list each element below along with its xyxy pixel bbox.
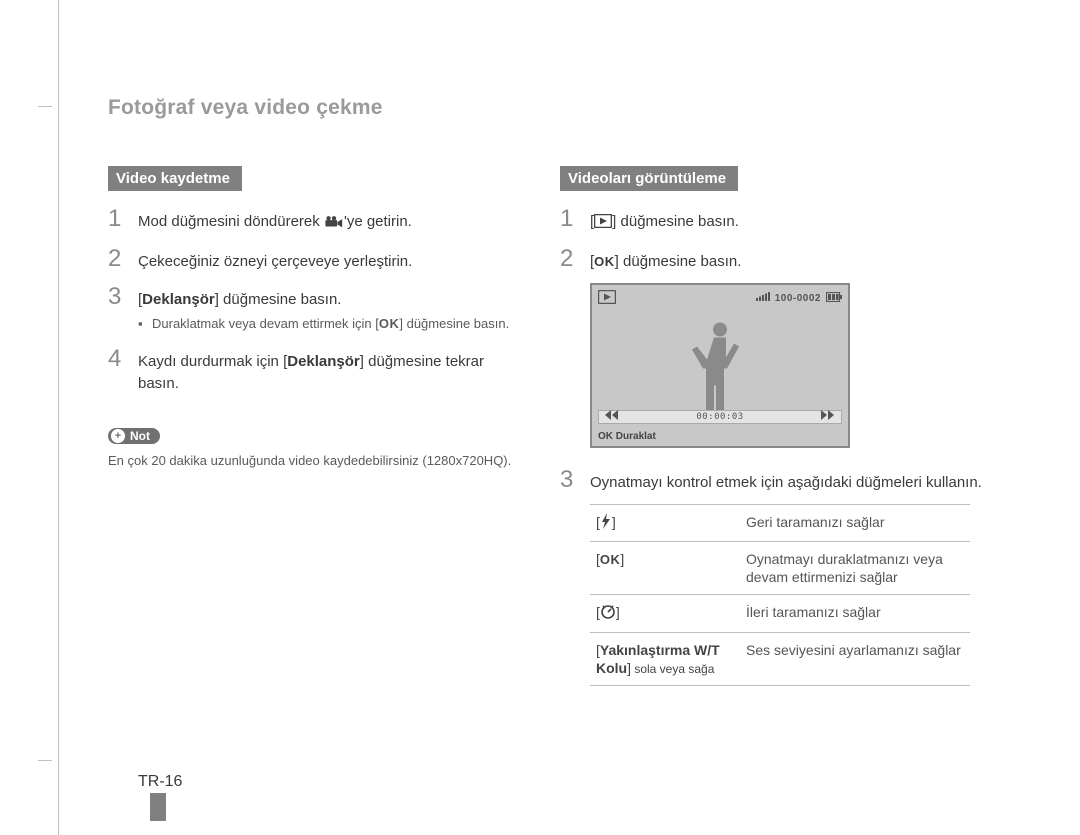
step-1-r-post: düğmesine basın. [616,213,739,230]
table-key: [Yakınlaştırma W/T Kolu] sola veya sağa [590,633,740,686]
note-label: Not [130,429,150,443]
step-3-sub: ▪ Duraklatmak veya devam ettirmek için [… [138,315,528,333]
ok-label: OK [598,431,613,442]
table-key: [ ] [590,595,740,631]
section-heading-playback: Videoları görüntüleme [560,166,738,191]
lcd-transport-bar: 00:00:03 [598,410,842,424]
zoom-lever-label: Yakınlaştırma W/T [600,642,720,658]
fast-forward-icon [821,410,835,423]
controls-table: [ ] Geri taramanızı sağlar [OK] Oynatmay… [590,504,970,687]
step-text: Kaydı durdurmak için [Deklanşör] düğmesi… [138,351,528,395]
step-1: 1 Mod düğmesini döndürerek 'ye getirin. [108,205,528,235]
step-text: Mod düğmesini döndürerek 'ye getirin. [138,211,528,235]
step-number: 1 [108,205,138,233]
table-row: [ ] Geri taramanızı sağlar [590,505,970,542]
lcd-topbar: 100-0002 [598,290,842,307]
table-key: [OK] [590,542,740,594]
table-val: Geri taramanızı sağlar [740,505,970,541]
zoom-lever-label2: Kolu [596,660,627,676]
crop-mark-bottom [38,760,52,761]
step-2: 2 Çekeceğiniz özneyi çerçeveye yerleştir… [108,245,528,273]
step-number: 4 [108,345,138,373]
left-column: Video kaydetme 1 Mod düğmesini döndürere… [108,166,528,471]
step-4: 4 Kaydı durdurmak için [Deklanşör] düğme… [108,345,528,395]
sub-post: ] düğmesine basın. [399,316,509,331]
ok-label: OK [600,552,621,569]
table-val: İleri taramanızı sağlar [740,595,970,631]
step-2-r-post: ] düğmesine basın. [615,253,742,270]
footer-tab-icon [150,793,166,821]
lcd-caption: OK Duraklat [598,431,656,442]
table-val: Oynatmayı duraklatmanızı veya devam etti… [740,542,970,594]
step-1-post: 'ye getirin. [344,213,412,230]
pause-label: Duraklat [616,431,656,442]
ok-label: OK [379,315,400,333]
note-badge: + Not [108,428,160,444]
page-title: Fotoğraf veya video çekme [108,96,383,120]
step-text: [Deklanşör] düğmesine basın. [138,289,528,311]
step-text: Oynatmayı kontrol etmek için aşağıdaki d… [590,472,990,494]
note-text: En çok 20 dakika uzunluğunda video kayde… [108,452,528,470]
step-number: 1 [560,205,590,233]
table-row: [OK] Oynatmayı duraklatmanızı veya devam… [590,542,970,595]
ok-label: OK [594,253,615,272]
step-number: 3 [108,283,138,311]
table-row: [ ] İleri taramanızı sağlar [590,595,970,632]
self-timer-icon [600,603,616,623]
table-key: [ ] [590,505,740,541]
step-number: 2 [560,245,590,273]
zoom-lever-dir: sola veya sağa [631,662,714,676]
flash-icon [600,513,612,533]
shutter-label: Deklanşör [142,291,215,308]
time-code: 00:00:03 [696,412,743,422]
playback-icon [598,290,616,307]
step-3-rest: düğmesine basın. [219,291,342,308]
step-number: 2 [108,245,138,273]
table-val: Ses seviyesini ayarlamanızı sağlar [740,633,970,686]
video-mode-icon [324,213,344,235]
step-4-pre: Kaydı durdurmak için [ [138,353,287,370]
table-row: [Yakınlaştırma W/T Kolu] sola veya sağa … [590,633,970,687]
signal-icon [756,292,770,304]
file-number: 100-0002 [775,293,821,304]
section-heading-record: Video kaydetme [108,166,242,191]
battery-icon [826,292,842,305]
step-text: [ ] düğmesine basın. [590,211,990,235]
lcd-screen: 100-0002 [590,283,850,448]
shutter-label: Deklanşör [287,353,360,370]
page-number: TR-16 [138,773,182,791]
binding-guide-line [58,0,59,835]
sub-text: Duraklatmak veya devam ettirmek için [OK… [152,315,509,333]
step-1-pre: Mod düğmesini döndürerek [138,213,324,230]
step-text: [OK] düğmesine basın. [590,251,990,273]
step-2: 2 [OK] düğmesine basın. [560,245,990,273]
silhouette-figure [685,316,755,421]
right-column: Videoları görüntüleme 1 [ ] düğmesine ba… [560,166,990,686]
step-text: Çekeceğiniz özneyi çerçeveye yerleştirin… [138,251,528,273]
manual-page: Fotoğraf veya video çekme Video kaydetme… [0,0,1080,835]
playback-icon [594,213,612,235]
step-3: 3 [Deklanşör] düğmesine basın. [108,283,528,311]
step-number: 3 [560,466,590,494]
rewind-icon [605,410,619,423]
lcd-preview: 100-0002 [590,283,850,448]
step-3: 3 Oynatmayı kontrol etmek için aşağıdaki… [560,466,990,494]
bullet-dot-icon: ▪ [138,315,152,333]
step-1: 1 [ ] düğmesine basın. [560,205,990,235]
plus-icon: + [111,429,125,443]
crop-mark-top [38,106,52,107]
sub-pre: Duraklatmak veya devam ettirmek için [ [152,316,379,331]
